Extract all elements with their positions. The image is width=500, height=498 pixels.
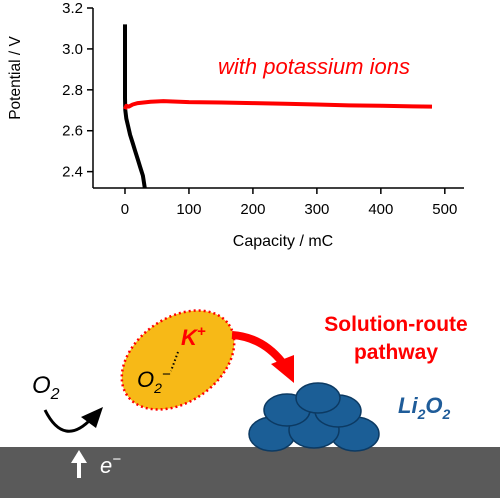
superoxide-label: O2− xyxy=(137,366,171,396)
potassium-ion-label: K+ xyxy=(181,323,206,350)
li2o2-particle xyxy=(295,382,341,414)
electron-base: e xyxy=(100,453,112,478)
superoxide-base: O xyxy=(137,367,154,392)
o2-base: O xyxy=(32,372,51,399)
li2o2-li: Li xyxy=(398,393,418,418)
potassium-superscript: + xyxy=(197,323,206,340)
chart: 2.4 2.6 2.8 3.0 3.2 0 100 200 300 400 500 Potenti… xyxy=(7,0,464,250)
li2o2-subscript-1: 2 xyxy=(417,406,426,422)
y-ticks: 2.4 2.6 2.8 3.0 3.2 xyxy=(62,0,93,181)
x-ticks: 0 100 200 300 400 500 xyxy=(121,188,457,218)
x-tick-label: 300 xyxy=(304,201,329,218)
pathway-title-line1: Solution-route xyxy=(324,313,467,336)
solution-route-arrow-head-icon xyxy=(271,355,294,383)
pathway-title-line2: pathway xyxy=(354,341,438,364)
li2o2-o: O xyxy=(425,393,442,418)
o2-label: O2 xyxy=(32,372,60,403)
x-axis-label: Capacity / mC xyxy=(233,233,333,250)
reduction-arrow xyxy=(43,409,94,433)
chart-annotation: with potassium ions xyxy=(218,54,410,79)
li2o2-particles xyxy=(248,382,380,452)
y-tick-label: 2.8 xyxy=(62,82,83,99)
series-line-2 xyxy=(123,99,433,110)
o2-subscript: 2 xyxy=(50,386,60,403)
x-tick-label: 200 xyxy=(240,201,265,218)
reduction-arrow-head-icon xyxy=(81,407,103,428)
li2o2-label: Li2O2 xyxy=(398,393,450,422)
li2o2-subscript-2: 2 xyxy=(441,406,450,422)
x-tick-label: 100 xyxy=(176,201,201,218)
electrode-surface xyxy=(0,447,500,498)
x-tick-label: 500 xyxy=(432,201,457,218)
x-tick-label: 0 xyxy=(121,201,129,218)
solvated-ion-pair xyxy=(120,309,236,411)
potassium-base: K xyxy=(181,325,199,350)
y-tick-label: 2.6 xyxy=(62,123,83,140)
electron-arrow-head-icon xyxy=(71,450,87,463)
electron-superscript: − xyxy=(112,451,121,468)
solution-route-arrow xyxy=(231,331,286,365)
series xyxy=(123,24,433,189)
schematic: O2 e− K+ O2− Solution-route pathway xyxy=(0,309,500,498)
y-tick-label: 2.4 xyxy=(62,164,83,181)
y-tick-label: 3.0 xyxy=(62,41,83,58)
y-tick-label: 3.2 xyxy=(62,0,83,17)
ion-pair-bond xyxy=(170,351,179,372)
superoxide-superscript: − xyxy=(162,366,171,383)
y-axis-label: Potential / V xyxy=(7,36,24,120)
superoxide-subscript: 2 xyxy=(153,380,162,396)
electron-label: e− xyxy=(100,451,121,478)
x-tick-label: 400 xyxy=(368,201,393,218)
